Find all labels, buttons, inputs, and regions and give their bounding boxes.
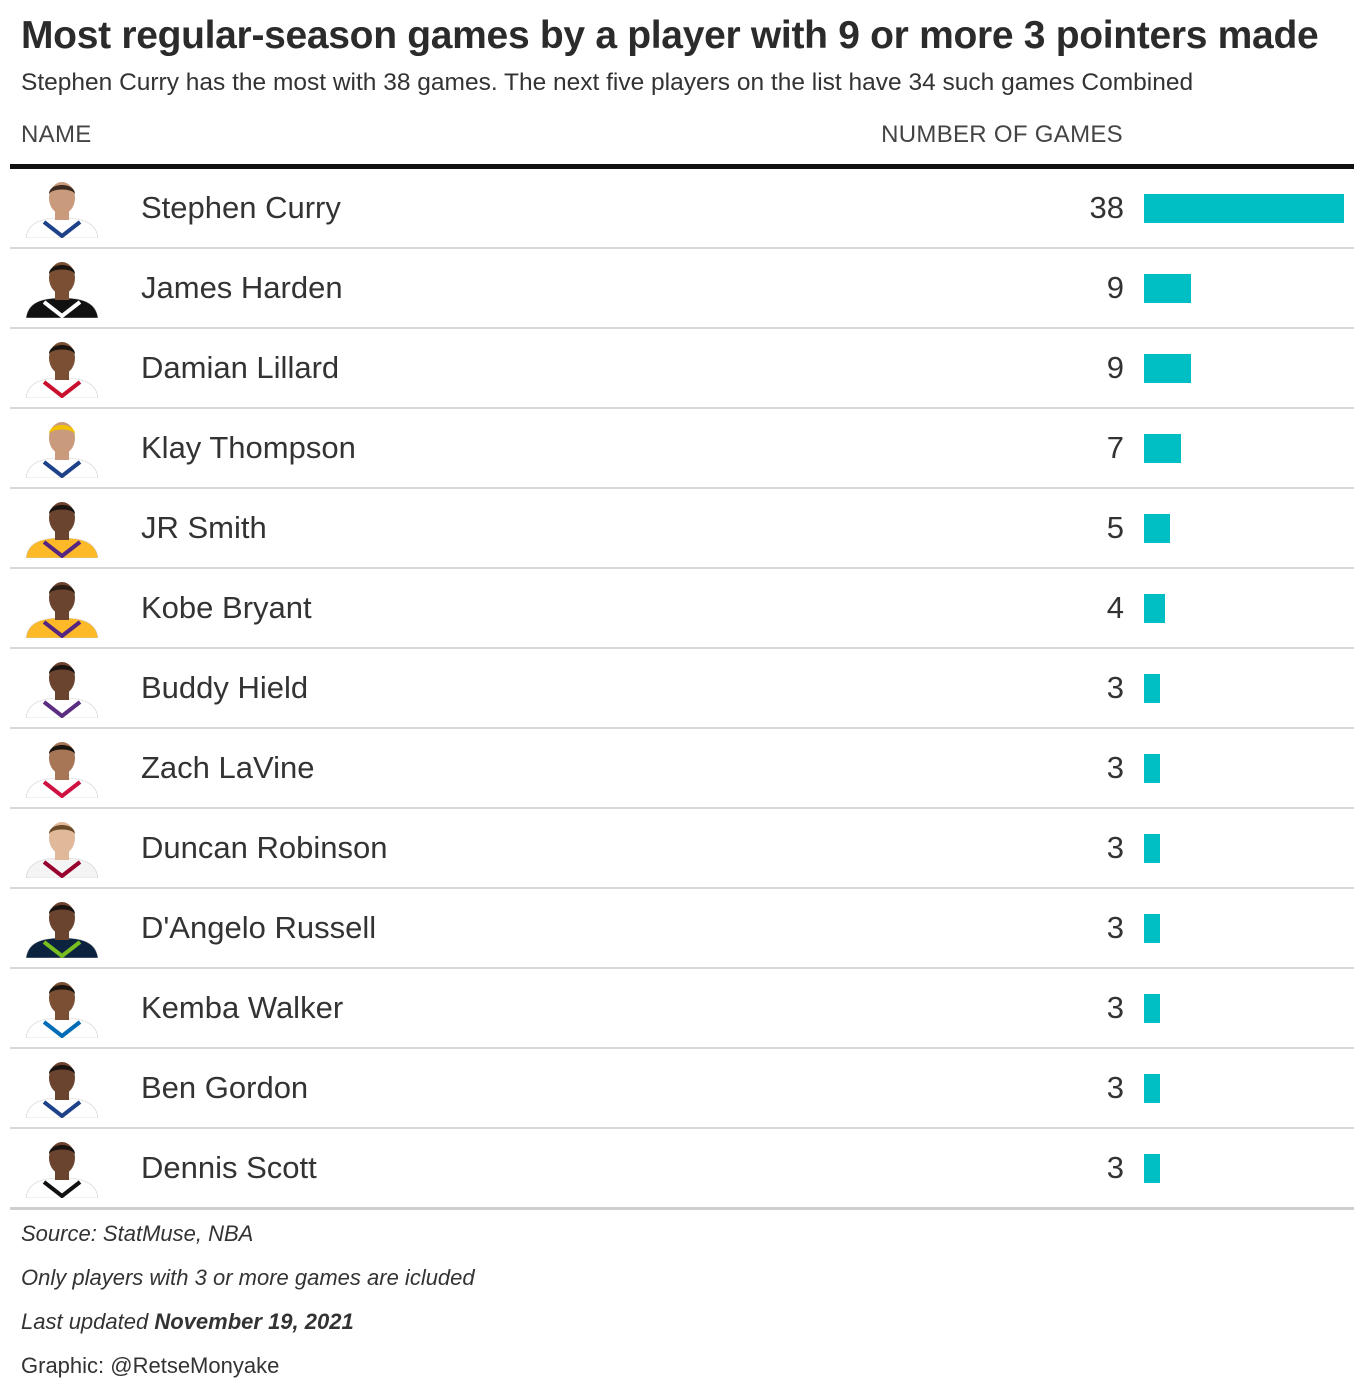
player-name: Buddy Hield bbox=[141, 670, 309, 705]
games-bar bbox=[1144, 434, 1181, 463]
table-row: Ben Gordon 3 bbox=[10, 1049, 1354, 1129]
table-row: Kemba Walker 3 bbox=[10, 969, 1354, 1049]
table-row: James Harden 9 bbox=[10, 249, 1354, 329]
games-bar bbox=[1144, 1154, 1160, 1183]
games-bar bbox=[1144, 754, 1160, 783]
table-row: Klay Thompson 7 bbox=[10, 409, 1354, 489]
player-name: JR Smith bbox=[141, 510, 267, 545]
player-table: Stephen Curry 38 James Harden 9 Damian Lilla… bbox=[10, 169, 1354, 1210]
player-name: Klay Thompson bbox=[141, 430, 356, 465]
games-bar bbox=[1144, 1074, 1160, 1103]
games-value-label: 3 bbox=[1106, 750, 1124, 785]
games-bar bbox=[1144, 914, 1160, 943]
player-headshot-icon bbox=[25, 982, 99, 1038]
games-value-label: 3 bbox=[1106, 670, 1124, 705]
player-name: Ben Gordon bbox=[141, 1070, 309, 1105]
games-bar bbox=[1144, 834, 1160, 863]
column-header-name: NAME bbox=[21, 121, 92, 148]
source-note: Source: StatMuse, NBA bbox=[21, 1221, 254, 1246]
chart-subtitle: Stephen Curry has the most with 38 games… bbox=[21, 69, 1194, 96]
last-updated-date: November 19, 2021 bbox=[154, 1309, 354, 1334]
table-row: Zach LaVine 3 bbox=[10, 729, 1354, 809]
games-value-label: 9 bbox=[1106, 270, 1124, 305]
games-bar bbox=[1144, 354, 1191, 383]
table-row: Damian Lillard 9 bbox=[10, 329, 1354, 409]
player-headshot-icon bbox=[25, 902, 99, 958]
graphic-credit: Graphic: @RetseMonyake bbox=[21, 1353, 280, 1378]
player-name: Kemba Walker bbox=[141, 990, 344, 1025]
player-headshot-icon bbox=[25, 502, 99, 558]
table-row: Buddy Hield 3 bbox=[10, 649, 1354, 729]
games-bar bbox=[1144, 674, 1160, 703]
player-name: Zach LaVine bbox=[141, 750, 315, 785]
player-headshot-icon bbox=[25, 262, 99, 318]
player-name: D'Angelo Russell bbox=[141, 910, 377, 945]
player-name: Damian Lillard bbox=[141, 350, 340, 385]
table-row: Duncan Robinson 3 bbox=[10, 809, 1354, 889]
player-headshot-icon bbox=[25, 422, 99, 478]
player-headshot-icon bbox=[25, 662, 99, 718]
table-row: Dennis Scott 3 bbox=[10, 1129, 1354, 1210]
games-value-label: 3 bbox=[1106, 1150, 1124, 1185]
games-bar bbox=[1144, 194, 1344, 223]
games-value-label: 5 bbox=[1106, 510, 1124, 545]
header-rule bbox=[10, 164, 1354, 169]
last-updated: Last updated November 19, 2021 bbox=[21, 1309, 354, 1335]
last-updated-label: Last updated bbox=[21, 1309, 149, 1334]
games-value-label: 3 bbox=[1106, 910, 1124, 945]
games-bar bbox=[1144, 514, 1170, 543]
games-value-label: 7 bbox=[1106, 430, 1124, 465]
games-value-label: 4 bbox=[1106, 590, 1124, 625]
player-headshot-icon bbox=[25, 342, 99, 398]
player-name: Duncan Robinson bbox=[141, 830, 388, 865]
games-bar bbox=[1144, 594, 1165, 623]
table-row: Kobe Bryant 4 bbox=[10, 569, 1354, 649]
games-value-label: 3 bbox=[1106, 1070, 1124, 1105]
player-name: Dennis Scott bbox=[141, 1150, 317, 1185]
chart-title: Most regular-season games by a player wi… bbox=[21, 14, 1319, 57]
games-value-label: 3 bbox=[1106, 830, 1124, 865]
games-bar bbox=[1144, 274, 1191, 303]
games-bar bbox=[1144, 994, 1160, 1023]
column-header-games: NUMBER OF GAMES bbox=[881, 121, 1123, 148]
player-name: James Harden bbox=[141, 270, 343, 305]
player-headshot-icon bbox=[25, 182, 99, 238]
inclusion-note: Only players with 3 or more games are ic… bbox=[21, 1265, 475, 1290]
games-value-label: 3 bbox=[1106, 990, 1124, 1025]
player-headshot-icon bbox=[25, 822, 99, 878]
table-row: D'Angelo Russell 3 bbox=[10, 889, 1354, 969]
player-headshot-icon bbox=[25, 1062, 99, 1118]
player-headshot-icon bbox=[25, 742, 99, 798]
table-row: Stephen Curry 38 bbox=[10, 169, 1354, 249]
table-row: JR Smith 5 bbox=[10, 489, 1354, 569]
player-headshot-icon bbox=[25, 1142, 99, 1198]
player-name: Stephen Curry bbox=[141, 190, 341, 225]
games-value-label: 9 bbox=[1106, 350, 1124, 385]
player-headshot-icon bbox=[25, 582, 99, 638]
games-value-label: 38 bbox=[1089, 190, 1124, 225]
player-name: Kobe Bryant bbox=[141, 590, 312, 625]
